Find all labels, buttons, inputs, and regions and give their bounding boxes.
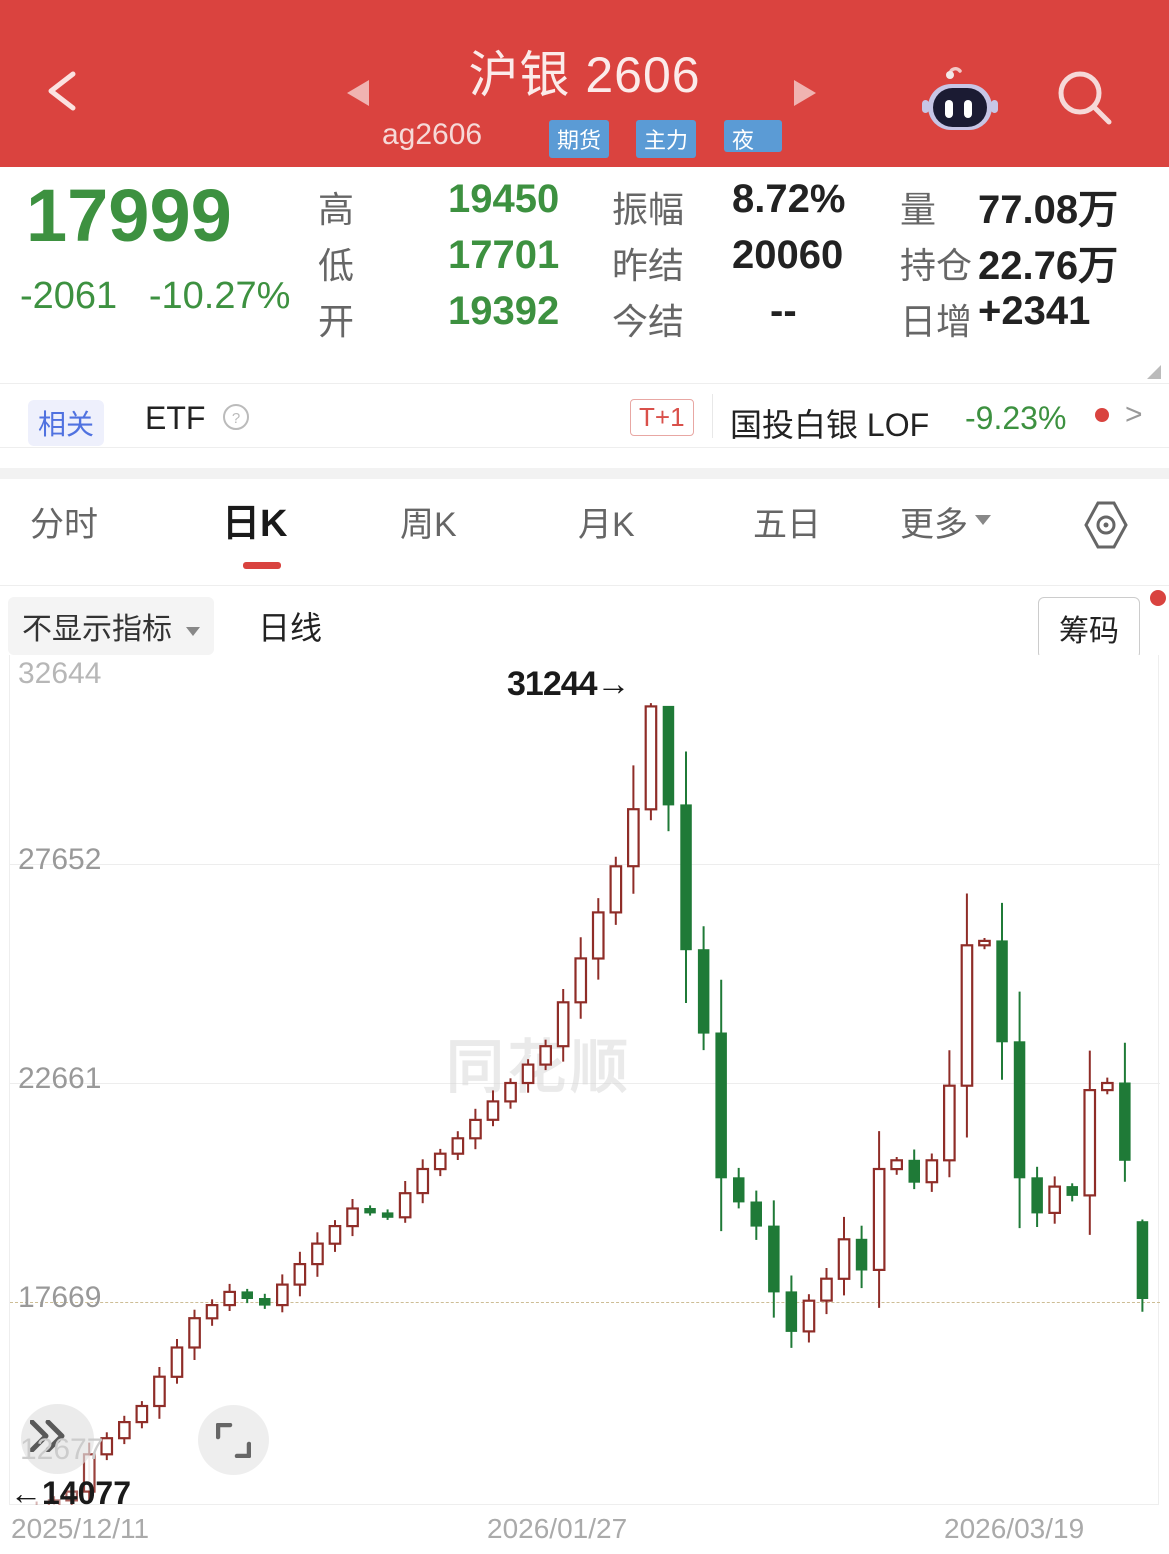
svg-text:?: ? — [232, 410, 240, 427]
